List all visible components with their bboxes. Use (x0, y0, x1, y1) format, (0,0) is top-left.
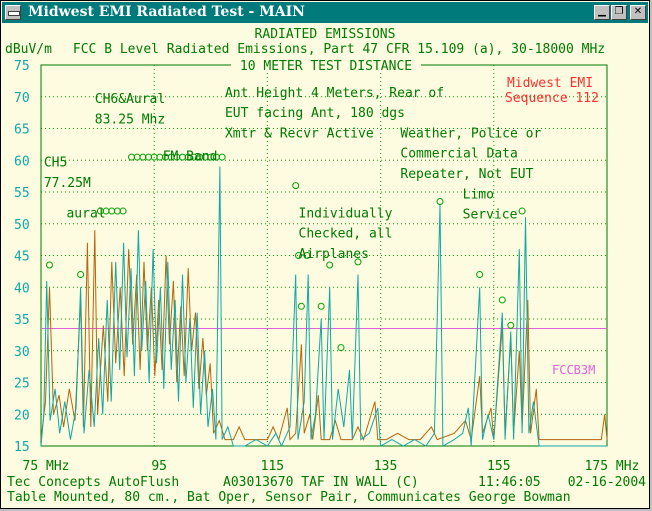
maximize-icon: ❐ (614, 6, 624, 17)
annotation-text: Repeater, Not EUT (400, 167, 533, 182)
annotations: CH5 77.25M aural CH6&Aural 83.25 Mhz FM Band A… (44, 86, 542, 262)
footer-time: 11:46:05 (478, 475, 541, 490)
annotation-text: 77.25M (44, 176, 91, 191)
lab-name-label: Midwest EMI (507, 76, 593, 91)
distance-label-box (231, 58, 421, 72)
annotation-text: Checked, all (299, 227, 393, 242)
y-axis-label: dBuV/m (5, 42, 52, 57)
peak-marker (119, 207, 127, 215)
peak-marker (518, 207, 526, 215)
system-menu-icon[interactable] (5, 5, 21, 20)
close-button[interactable]: ✕ (630, 5, 646, 20)
window-title: Midwest EMI Radiated Test - MAIN (28, 4, 305, 20)
peak-marker (218, 153, 226, 161)
y-tick-label: 15 (14, 440, 30, 455)
y-tick-label: 25 (14, 377, 30, 392)
annotation-text: FM Band (163, 149, 218, 164)
peak-marker (507, 321, 515, 329)
footer-date: 02-16-2004 (568, 475, 646, 490)
x-tick-labels: 75 MHz 95 115 135 155 175 MHz (23, 459, 640, 474)
peak-marker (337, 344, 345, 352)
chart-subtitle: FCC B Level Radiated Emissions, Part 47 … (73, 42, 605, 57)
y-tick-label: 35 (14, 313, 30, 328)
minimize-button[interactable]: ▁ (594, 5, 610, 20)
series-line-vertical (40, 166, 607, 448)
y-tick-label: 60 (14, 154, 30, 169)
y-tick-label: 70 (14, 91, 30, 106)
peak-marker (295, 252, 303, 259)
peak-marker (317, 302, 325, 310)
y-tick-label: 30 (14, 345, 30, 360)
annotation-text: Xmtr & Recvr Active (225, 126, 374, 141)
annotation-text: Commercial Data (400, 147, 517, 162)
y-tick-label: 40 (14, 281, 30, 296)
y-tick-label: 20 (14, 408, 30, 423)
footer-eut-id: A03013670 TAF IN WALL (C) (223, 475, 419, 490)
peak-marker (303, 252, 311, 259)
y-tick-label: 45 (14, 250, 30, 265)
annotation-text: EUT facing Ant, 180 dgs (225, 106, 405, 121)
x-tick-label: 115 (261, 459, 284, 474)
peak-marker (498, 296, 506, 304)
minimize-icon: ▁ (598, 6, 606, 17)
peak-marker (436, 198, 444, 206)
close-icon: ✕ (633, 6, 643, 17)
peak-marker (77, 271, 85, 279)
annotation-text: Service (463, 208, 518, 223)
annotation-text: aural (66, 206, 105, 221)
annotation-text: CH6&Aural (95, 92, 165, 107)
x-tick-label: 95 (151, 459, 167, 474)
y-tick-label: 75 (14, 59, 30, 74)
y-tick-label: 50 (14, 218, 30, 233)
footer-software: Tec Concepts AutoFlush (7, 475, 179, 490)
footer-setup: Table Mounted, 80 cm., Bat Oper, Sensor … (7, 490, 571, 505)
peak-marker (292, 182, 300, 190)
maximize-button[interactable]: ❐ (611, 5, 627, 20)
annotation-text: Weather, Police or (400, 126, 541, 141)
chart-title: RADIATED EMISSIONS (255, 27, 396, 42)
x-tick-label: 155 (487, 459, 510, 474)
peak-marker (476, 271, 484, 279)
annotation-text: Individually (299, 206, 393, 221)
x-tick-label: 75 MHz (23, 459, 70, 474)
sequence-label: Sequence 112 (505, 91, 599, 106)
peak-marker (297, 302, 305, 310)
peak-marker (326, 261, 334, 269)
limit-line-label: FCCB3M (552, 363, 595, 377)
y-tick-label: 65 (14, 123, 30, 138)
x-tick-label: 175 MHz (585, 459, 640, 474)
peak-markers (45, 153, 526, 352)
annotation-text: Ant Height 4 Meters, Rear of (225, 86, 444, 101)
x-tick-label: 135 (374, 459, 397, 474)
y-tick-labels: 15 20 25 30 35 40 45 50 55 60 65 70 75 (14, 59, 30, 455)
annotation-text: 83.25 Mhz (95, 112, 165, 127)
y-tick-label: 55 (14, 186, 30, 201)
annotation-text: Limo (463, 187, 494, 202)
peak-marker (354, 258, 362, 266)
title-bar[interactable]: Midwest EMI Radiated Test - MAIN ▁ ❐ ✕ (2, 2, 648, 23)
annotation-text: Airplanes (299, 247, 369, 262)
plot-background (41, 65, 607, 446)
test-distance-label: 10 METER TEST DISTANCE (240, 59, 412, 74)
annotation-text: CH5 (44, 156, 67, 171)
peak-marker (45, 261, 53, 269)
